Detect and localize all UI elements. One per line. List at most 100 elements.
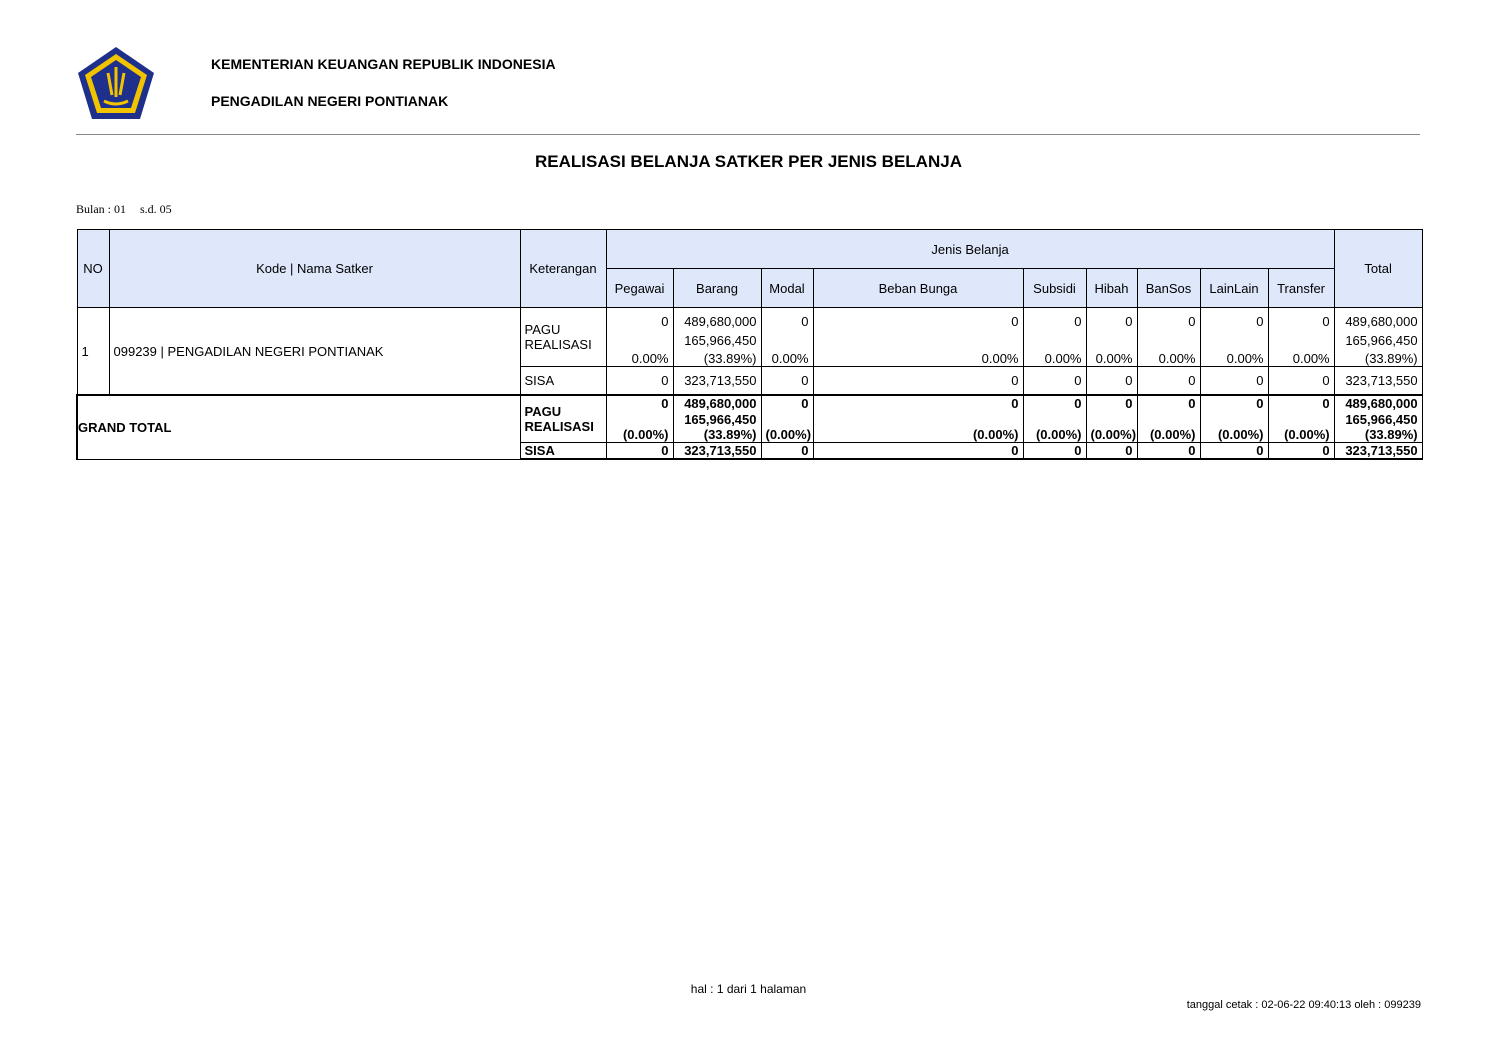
value-cell: 0 — [760, 366, 814, 396]
value-stack: 0 (0.00%) — [1090, 396, 1137, 442]
value-text: 489,680,000 — [684, 396, 757, 411]
value-cell: 0 0.00% — [1267, 307, 1335, 367]
value-text: 0.00% — [1292, 351, 1330, 366]
keterangan-label: PAGU — [524, 322, 561, 337]
value-text: 489,680,000 — [1345, 396, 1418, 411]
value-text: 0 — [801, 314, 809, 329]
value-text: (33.89%) — [703, 427, 757, 442]
value-text: (33.89%) — [1364, 351, 1418, 366]
value-text: 165,966,450 — [684, 411, 757, 427]
value-cell: 0 (0.00%) — [1085, 394, 1138, 443]
value-text: (0.00%) — [1217, 427, 1264, 442]
header-cell: Subsidi — [1022, 268, 1087, 308]
value-text: 165,966,450 — [684, 332, 757, 348]
value-cell: 489,680,000 165,966,450 (33.89%) — [1333, 307, 1423, 367]
value-stack: 0 0.00% — [611, 308, 669, 366]
value-cell: 0 (0.00%) — [1199, 394, 1269, 443]
keterangan-label: PAGU — [524, 404, 562, 419]
value-text: (33.89%) — [1364, 427, 1418, 442]
value-text: 489,680,000 — [1345, 314, 1418, 329]
value-stack: 0 (0.00%) — [766, 396, 812, 442]
header-cell: Total — [1333, 229, 1423, 308]
value-cell: 0 0.00% — [812, 307, 1024, 367]
value-text: 0 — [1125, 396, 1133, 411]
header-row: NO Kode | Nama Satker Keterangan Jenis Bela… — [76, 229, 1423, 308]
sisa-row: SISA 0 323,713,550 0 0 0 0 0 0 0 323,713,550 — [77, 366, 1423, 396]
value-cell: 0 — [1136, 442, 1201, 460]
header-cell: Hibah — [1085, 268, 1138, 308]
divider — [76, 134, 1420, 135]
grand-total-label: GRAND TOTAL — [76, 394, 521, 460]
header-cell: BanSos — [1136, 268, 1201, 308]
value-stack: 489,680,000 165,966,450 (33.89%) — [678, 308, 757, 366]
value-cell: 0 0.00% — [1136, 307, 1201, 367]
logo — [78, 47, 154, 119]
value-text: 0 — [1256, 396, 1264, 411]
keterangan-label: REALISASI — [524, 337, 592, 352]
header-row: Pegawai Barang Modal Beban Bunga Subsidi Hiba… — [77, 268, 1422, 308]
value-cell: 0 0.00% — [1085, 307, 1138, 367]
header-cell: Modal — [760, 268, 814, 308]
value-cell: 489,680,000 165,966,450 (33.89%) — [672, 307, 762, 367]
value-text: 0 — [801, 396, 809, 411]
value-cell: 489,680,000 165,966,450 (33.89%) — [1333, 394, 1423, 443]
satker-cell: 099239 | PENGADILAN NEGERI PONTIANAK — [108, 307, 521, 396]
value-text: (0.00%) — [622, 427, 669, 442]
value-stack: 489,680,000 165,966,450 (33.89%) — [1339, 308, 1418, 366]
value-cell: 0 — [1199, 366, 1269, 396]
value-text: (0.00%) — [1090, 427, 1137, 442]
value-cell: 0 — [812, 442, 1024, 460]
value-cell: 323,713,550 — [1333, 366, 1423, 396]
value-text: 0.00% — [771, 351, 809, 366]
value-stack: 0 0.00% — [1091, 308, 1133, 366]
value-cell: 0 (0.00%) — [605, 394, 674, 443]
header-cell: Barang — [672, 268, 762, 308]
value-cell: 0 (0.00%) — [1267, 394, 1335, 443]
value-text: (0.00%) — [1149, 427, 1196, 442]
value-cell: 489,680,000 165,966,450 (33.89%) — [672, 394, 762, 443]
value-cell: 0 (0.00%) — [812, 394, 1024, 443]
value-stack: 0 (0.00%) — [818, 396, 1019, 442]
grand-total-row: GRAND TOTAL PAGU REALISASI 0 (0.00%) 489,680,… — [76, 394, 1423, 460]
value-cell: 0 — [605, 366, 674, 396]
value-text: 0 — [1074, 314, 1082, 329]
header-cell: Transfer — [1267, 268, 1335, 308]
value-cell: 0 0.00% — [1199, 307, 1269, 367]
value-text: 0 — [1011, 396, 1019, 411]
value-stack: 0 0.00% — [1142, 308, 1196, 366]
value-text: 0.00% — [1158, 351, 1196, 366]
value-text: 0 — [1188, 314, 1196, 329]
value-text: (0.00%) — [1284, 427, 1330, 442]
period-from: Bulan : 01 — [76, 202, 126, 216]
value-text: 0.00% — [631, 351, 669, 366]
value-cell: 0 — [1136, 366, 1201, 396]
value-text: 0 — [1322, 314, 1330, 329]
value-stack: 0 0.00% — [766, 308, 809, 366]
report-table: NO Kode | Nama Satker Keterangan Jenis Bela… — [76, 229, 1423, 460]
sisa-row: SISA 0 323,713,550 0 0 0 0 0 0 0 323,713,550 — [77, 442, 1423, 460]
keterangan-cell: PAGU REALISASI — [519, 307, 607, 367]
page-number: hal : 1 dari 1 halaman — [690, 982, 807, 996]
value-cell: 0 — [1199, 442, 1269, 460]
value-stack: 0 (0.00%) — [1142, 396, 1196, 442]
value-cell: 0 — [1022, 366, 1087, 396]
report-title: REALISASI BELANJA SATKER PER JENIS BELAN… — [535, 152, 962, 171]
keterangan-cell: SISA — [519, 366, 607, 396]
value-text: 0 — [661, 396, 669, 411]
value-text: (0.00%) — [1035, 427, 1082, 442]
print-info: tanggal cetak : 02-06-22 09:40:13 oleh :… — [1186, 999, 1421, 1011]
value-stack: 0 0.00% — [818, 308, 1019, 366]
value-text: 165,966,450 — [1345, 332, 1418, 348]
header-cell: Beban Bunga — [812, 268, 1024, 308]
header-cell: LainLain — [1199, 268, 1269, 308]
value-cell: 0 (0.00%) — [760, 394, 814, 443]
value-stack: 0 0.00% — [1273, 308, 1330, 366]
header-cell: Kode | Nama Satker — [108, 229, 521, 308]
value-cell: 0 — [1085, 366, 1138, 396]
value-cell: 323,713,550 — [672, 442, 762, 460]
value-stack: 489,680,000 165,966,450 (33.89%) — [1339, 396, 1418, 442]
value-text: (33.89%) — [703, 351, 757, 366]
value-cell: 323,713,550 — [1333, 442, 1423, 460]
header-cell: Jenis Belanja — [605, 229, 1335, 269]
